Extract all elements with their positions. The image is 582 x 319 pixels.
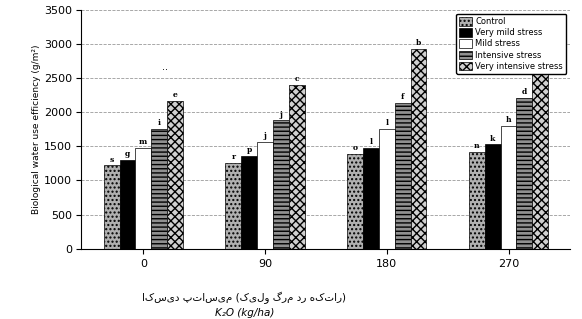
Bar [242, 156, 257, 249]
Bar [273, 120, 289, 249]
Text: j: j [264, 132, 267, 140]
Bar [363, 148, 379, 249]
Text: K₂O (kg/ha): K₂O (kg/ha) [215, 308, 274, 318]
Legend: Control, Very mild stress, Mild stress, Intensive stress, Very intensive stress: Control, Very mild stress, Mild stress, … [456, 14, 566, 74]
Bar [485, 144, 501, 249]
Text: c: c [294, 75, 299, 83]
Text: m: m [139, 138, 147, 146]
Bar [533, 39, 548, 249]
Text: f: f [401, 93, 404, 101]
Text: ..: .. [162, 63, 168, 72]
Text: b: b [416, 39, 421, 47]
Text: l: l [385, 120, 388, 128]
Text: d: d [522, 88, 527, 96]
Text: l: l [370, 138, 372, 146]
Text: p: p [247, 146, 252, 154]
Text: n: n [474, 142, 480, 150]
Bar [136, 148, 151, 249]
Bar [225, 163, 242, 249]
Text: s: s [109, 156, 114, 164]
Y-axis label: Biological water use efficiency (g/m²): Biological water use efficiency (g/m²) [32, 44, 41, 214]
Text: o: o [353, 144, 358, 152]
Text: i: i [158, 119, 161, 127]
Bar [104, 166, 119, 249]
Bar [469, 152, 485, 249]
Bar [379, 129, 395, 249]
Text: h: h [506, 116, 512, 124]
Text: g: g [125, 150, 130, 158]
Bar [516, 98, 533, 249]
Bar [410, 48, 427, 249]
Bar [347, 154, 363, 249]
Bar [119, 160, 136, 249]
Text: r: r [231, 153, 236, 161]
Text: j: j [279, 111, 282, 119]
Text: k: k [490, 135, 495, 143]
Bar [395, 102, 410, 249]
Bar [151, 129, 167, 249]
Text: e: e [172, 92, 178, 100]
Bar [167, 101, 183, 249]
Bar [257, 142, 273, 249]
Text: a: a [538, 29, 542, 37]
Text: اکسید پتاسیم (کیلو گرم در هکتار): اکسید پتاسیم (کیلو گرم در هکتار) [143, 292, 346, 304]
Bar [289, 85, 304, 249]
Bar [501, 126, 516, 249]
